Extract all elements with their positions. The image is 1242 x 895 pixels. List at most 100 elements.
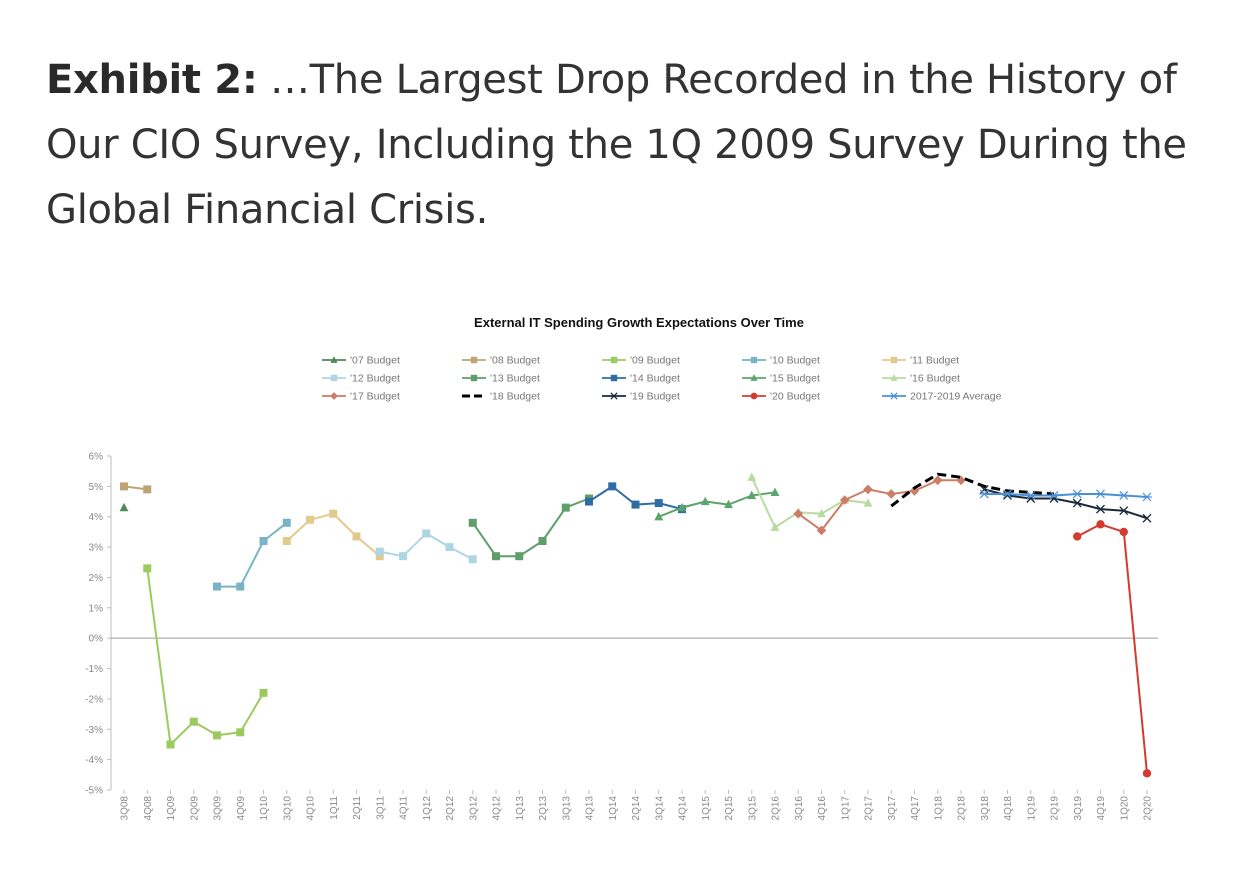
x-tick-label: 3Q17 — [887, 796, 898, 821]
series-line — [217, 522, 288, 588]
x-tick-label: 2Q16 — [771, 796, 782, 821]
data-point — [259, 688, 268, 697]
series-line — [286, 512, 381, 557]
legend-label: '17 Budget — [350, 391, 400, 403]
series-line — [658, 491, 776, 518]
legend-label: '11 Budget — [910, 355, 959, 367]
legend-item: '10 Budget — [742, 355, 820, 367]
data-point — [143, 485, 152, 494]
x-tick-label: 1Q10 — [259, 796, 270, 821]
exhibit-headline: Exhibit 2: …The Largest Drop Recorded in… — [46, 48, 1216, 243]
chart-axes: 6% 5% 4% 3% 2% 1% 0% -1% -2% -3% -4% -5% 3Q08 4Q08 1Q0… — [85, 452, 1158, 821]
x-tick-label: 2Q09 — [189, 796, 200, 821]
series-0 — [119, 502, 129, 512]
data-point — [863, 484, 873, 495]
legend-marker — [610, 374, 618, 382]
legend-item: '12 Budget — [322, 373, 400, 385]
x-tick-label: 4Q08 — [143, 796, 154, 821]
data-point — [863, 498, 873, 507]
series-line — [797, 479, 961, 532]
legend-label: '07 Budget — [350, 355, 400, 367]
x-tick-label: 4Q09 — [236, 796, 247, 821]
y-tick-label: 5% — [89, 482, 104, 493]
series-line — [984, 488, 1148, 520]
legend-label: '19 Budget — [630, 391, 680, 403]
spending-growth-chart: External IT Spending Growth Expectations… — [85, 315, 1158, 821]
x-tick-label: 1Q09 — [166, 796, 177, 821]
chart-title: External IT Spending Growth Expectations… — [474, 315, 804, 330]
legend-item: '08 Budget — [462, 355, 540, 367]
legend-marker — [750, 392, 758, 400]
series-5 — [375, 529, 477, 564]
legend-item: '17 Budget — [322, 391, 400, 403]
data-point — [793, 508, 804, 519]
data-point — [654, 499, 663, 508]
x-tick-label: 4Q10 — [306, 796, 317, 821]
y-tick-label: 3% — [89, 543, 104, 554]
x-tick-label: 4Q18 — [1003, 796, 1014, 821]
data-point — [422, 529, 431, 538]
data-point — [143, 564, 152, 573]
x-tick-label: 3Q18 — [980, 796, 991, 821]
series-line — [471, 497, 590, 558]
legend-marker — [610, 392, 618, 400]
x-tick-label: 1Q14 — [608, 796, 619, 821]
x-tick-label: 1Q12 — [422, 796, 433, 821]
chart-legend: '07 Budget '08 Budget '09 Budget '10 Budget… — [322, 355, 1002, 403]
data-point — [724, 499, 733, 509]
legend-item: '13 Budget — [462, 373, 540, 385]
chart-plot-area — [119, 472, 1152, 778]
x-tick-label: 2Q17 — [864, 796, 875, 821]
data-point — [352, 532, 361, 541]
x-tick-label: 3Q11 — [375, 796, 386, 820]
legend-label: '08 Budget — [490, 355, 540, 367]
x-tick-label: 4Q16 — [817, 796, 828, 821]
data-point — [932, 475, 943, 486]
y-tick-label: 6% — [89, 452, 104, 463]
legend-marker — [750, 374, 758, 381]
legend-marker — [330, 392, 338, 400]
data-point — [839, 495, 850, 505]
data-point — [213, 731, 221, 740]
legend-marker — [330, 374, 338, 382]
legend-item: 2017-2019 Average — [882, 391, 1002, 403]
legend-marker — [890, 392, 898, 400]
data-point — [631, 500, 640, 509]
data-point — [120, 482, 128, 491]
x-tick-label: 3Q15 — [747, 796, 758, 821]
data-point — [445, 543, 454, 552]
data-point — [329, 509, 338, 518]
data-point — [375, 547, 384, 556]
legend-item: '18 Budget — [462, 391, 540, 403]
legend-marker — [470, 374, 478, 382]
x-tick-label: 4Q14 — [678, 796, 689, 821]
legend-item: '09 Budget — [602, 355, 680, 367]
data-point — [1142, 513, 1152, 523]
series-3 — [213, 518, 291, 591]
data-point — [816, 525, 827, 536]
data-point — [956, 475, 966, 486]
x-tick-label: 4Q17 — [910, 796, 921, 821]
series-8 — [654, 487, 780, 521]
legend-marker — [890, 356, 898, 364]
data-point — [1096, 504, 1105, 514]
data-point — [399, 552, 407, 561]
x-tick-label: 3Q08 — [120, 796, 131, 821]
x-tick-label: 3Q14 — [654, 796, 665, 821]
legend-label: 2017-2019 Average — [910, 391, 1002, 403]
data-point — [236, 582, 245, 591]
legend-label: '18 Budget — [490, 391, 540, 403]
y-tick-label: -3% — [85, 725, 103, 736]
series-13 — [1073, 520, 1152, 778]
data-point — [677, 502, 687, 512]
data-point — [1119, 527, 1128, 537]
x-tick-label: 2Q18 — [957, 796, 968, 821]
series-4 — [282, 509, 384, 561]
x-tick-label: 2Q15 — [724, 796, 735, 821]
legend-label: '14 Budget — [630, 373, 680, 385]
x-tick-label: 4Q19 — [1096, 796, 1107, 821]
legend-marker — [330, 356, 338, 363]
data-point — [817, 508, 826, 518]
legend-marker — [470, 356, 478, 364]
x-tick-label: 3Q13 — [561, 796, 572, 821]
